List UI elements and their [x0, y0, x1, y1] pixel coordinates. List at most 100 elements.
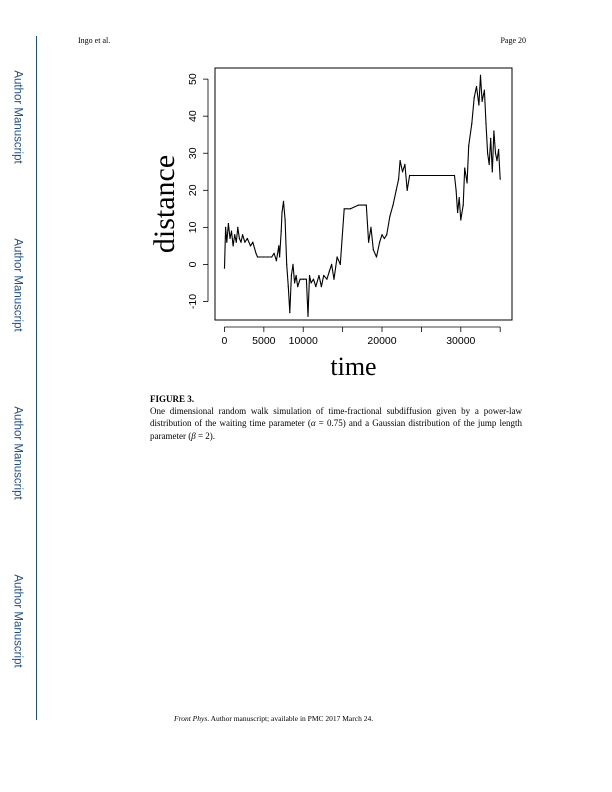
x-tick-label-4: 30000: [446, 335, 475, 347]
sidebar-label-1: Author Manuscript: [12, 70, 25, 164]
data-point: [320, 286, 322, 288]
figure-caption-text-3: = 2).: [195, 430, 216, 441]
x-tick-label-3: 20000: [367, 335, 396, 347]
data-point: [330, 263, 333, 266]
data-point: [464, 167, 466, 169]
data-point: [252, 241, 254, 243]
data-point: [326, 278, 328, 280]
sidebar-label-2: Author Manuscript: [12, 238, 25, 332]
data-point: [468, 145, 470, 147]
y-tick-label-0: -10: [187, 294, 199, 309]
page-footer: Front Phys. Author manuscript; available…: [174, 714, 373, 723]
data-point: [259, 256, 261, 258]
data-point: [379, 241, 381, 243]
data-point: [241, 234, 244, 236]
y-tick-label-1: 0: [187, 261, 199, 267]
sidebar-label-4: Author Manuscript: [12, 574, 25, 668]
data-point: [458, 197, 460, 199]
data-point: [349, 208, 352, 210]
alpha-symbol: α: [310, 418, 316, 429]
data-point: [333, 278, 335, 280]
y-tick-label-6: 50: [187, 73, 199, 85]
data-point: [496, 160, 498, 162]
data-point: [381, 234, 383, 236]
data-point: [455, 189, 457, 191]
data-point: [284, 219, 286, 221]
data-point: [278, 245, 280, 247]
data-point: [494, 152, 497, 154]
random-walk-figure: 0 5000 10000 20000 30000 -10 0 10 20 30 40 50 time di…: [150, 67, 513, 381]
data-point: [246, 237, 248, 240]
data-point: [244, 241, 246, 243]
data-point: [392, 204, 394, 206]
data-point: [343, 208, 345, 210]
data-point: [318, 274, 320, 277]
y-tick-label-4: 30: [187, 147, 199, 159]
data-point: [481, 100, 483, 102]
data-point: [293, 282, 296, 284]
data-point: [295, 274, 297, 277]
data-point: [308, 274, 311, 277]
data-point: [286, 263, 288, 266]
figure-caption-text-1: One dimensional random walk simulation o…: [150, 406, 522, 429]
data-point: [234, 234, 236, 236]
data-point: [302, 278, 304, 280]
data-point: [275, 260, 278, 262]
data-point: [475, 85, 478, 88]
data-point: [498, 148, 500, 151]
data-point: [323, 274, 325, 277]
data-point: [281, 211, 283, 214]
figure-caption: FIGURE 3. One dimensional random walk si…: [150, 393, 522, 442]
data-point: [227, 223, 229, 225]
data-point: [453, 174, 456, 177]
data-point: [368, 241, 370, 243]
data-point: [372, 248, 374, 251]
y-tick-label-3: 20: [187, 184, 199, 196]
data-point: [256, 256, 259, 258]
data-point: [297, 286, 299, 288]
data-point: [386, 234, 388, 236]
data-point: [404, 163, 406, 165]
data-point: [460, 219, 462, 221]
data-point: [483, 89, 486, 91]
data-point: [365, 204, 367, 206]
data-point: [488, 163, 490, 165]
data-point: [280, 230, 282, 232]
data-point: [457, 211, 459, 214]
footer-journal: Front Phys: [174, 714, 208, 723]
data-point: [408, 174, 411, 177]
data-point: [267, 256, 269, 258]
data-point: [235, 241, 237, 243]
running-header-authors: Ingo et al.: [78, 36, 111, 45]
running-header-page: Page 20: [500, 36, 526, 45]
data-point: [307, 315, 309, 317]
series-line-0: [223, 74, 501, 317]
data-point: [499, 178, 501, 180]
data-point: [486, 152, 489, 154]
data-point: [278, 256, 281, 258]
data-point: [339, 263, 341, 266]
data-point: [225, 226, 227, 228]
y-tick-label-2: 10: [187, 221, 199, 233]
data-point: [292, 263, 294, 266]
data-point: [412, 174, 415, 177]
data-point: [479, 74, 482, 77]
data-point: [310, 282, 312, 284]
data-point: [238, 237, 241, 240]
data-point: [401, 171, 404, 173]
data-point: [471, 122, 473, 125]
x-tick-label-1: 5000: [252, 335, 276, 347]
data-point: [232, 245, 234, 247]
data-point: [229, 237, 231, 240]
data-point: [466, 182, 468, 184]
figure-caption-text-2: = 0.75) and a Gaussian distribution of t…: [150, 418, 522, 441]
data-point: [490, 137, 492, 140]
data-point: [370, 226, 372, 228]
data-point: [287, 286, 289, 288]
data-point: [305, 278, 307, 280]
data-point: [273, 252, 275, 254]
figure-caption-title: FIGURE 3.: [150, 394, 195, 404]
data-point: [420, 174, 423, 177]
data-point: [462, 204, 464, 206]
data-point: [263, 256, 265, 258]
